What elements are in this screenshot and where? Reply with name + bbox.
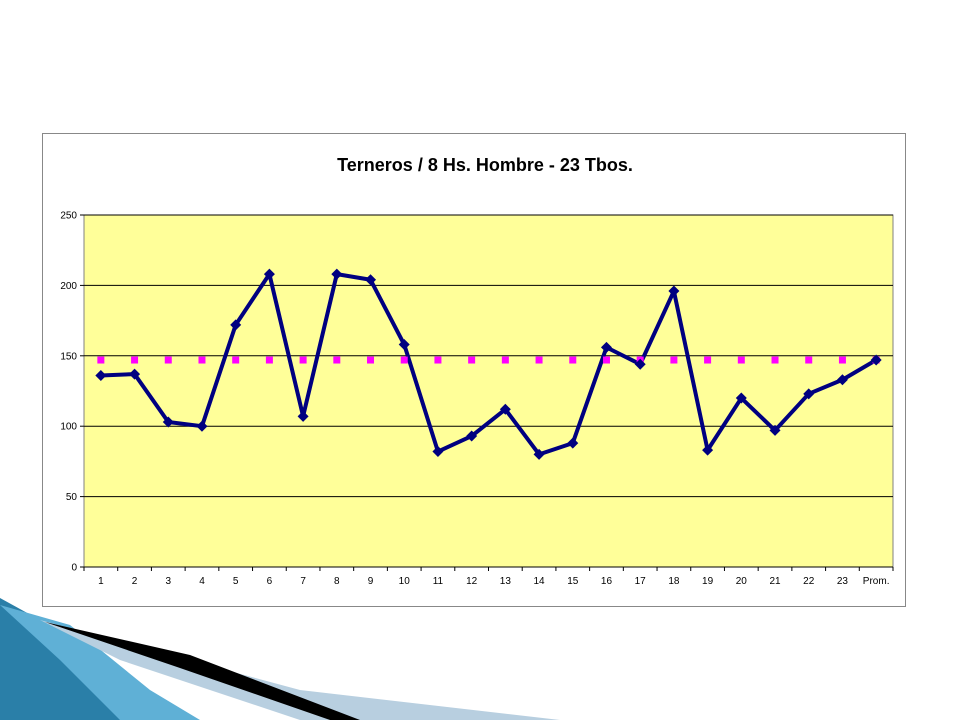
series-2-point	[333, 356, 341, 364]
series-2-point	[737, 356, 745, 364]
y-tick-label: 50	[66, 492, 78, 503]
line-chart: Terneros / 8 Hs. Hombre - 23 Tbos. 0 50 10…	[60, 155, 894, 587]
series-2-point	[805, 356, 813, 364]
x-tick-label: 22	[803, 576, 815, 587]
series-1-point	[600, 341, 612, 353]
series-1-point	[398, 339, 410, 351]
x-tick-label: 13	[500, 576, 512, 587]
series-1-point	[466, 430, 478, 442]
series-2-point	[434, 356, 442, 364]
series-2-point	[131, 356, 139, 364]
series-2-point	[670, 356, 678, 364]
series-1-point	[803, 388, 815, 400]
x-tick-label: 15	[567, 576, 579, 587]
series-2-point	[569, 356, 577, 364]
chart-frame: Terneros / 8 Hs. Hombre - 23 Tbos. 0 50 10…	[42, 133, 906, 607]
x-tick-label: 1	[98, 576, 104, 587]
series-2-point	[232, 356, 240, 364]
series-1-point	[365, 274, 377, 286]
series-2-point	[400, 356, 408, 364]
series-1-point	[499, 403, 511, 415]
plot-area	[83, 214, 894, 568]
x-tick-label: 17	[635, 576, 647, 587]
series-1-point	[735, 392, 747, 404]
series-2-point	[838, 356, 846, 364]
x-tick-label: 5	[233, 576, 239, 587]
series-1-point	[95, 370, 107, 382]
series-1-point	[769, 424, 781, 436]
series-2-point	[704, 356, 712, 364]
x-tick-label: 23	[837, 576, 849, 587]
x-tick-label: 3	[165, 576, 171, 587]
y-tick-label: 100	[60, 422, 77, 433]
x-tick-label: 16	[601, 576, 613, 587]
series-1-point	[634, 358, 646, 370]
series-1-point	[230, 319, 242, 331]
series-2-point	[198, 356, 206, 364]
y-tick-label: 250	[60, 211, 77, 222]
series-1-point	[162, 416, 174, 428]
x-tick-label: 7	[300, 576, 306, 587]
y-tick-label: 200	[60, 281, 77, 292]
series-1-point	[331, 268, 343, 280]
y-tick-label: 150	[60, 351, 77, 362]
x-tick-label: 12	[466, 576, 478, 587]
series-1-point	[567, 437, 579, 449]
series-1-point	[196, 420, 208, 432]
x-tick-label: 10	[399, 576, 411, 587]
series-1-line	[100, 272, 878, 457]
series-1-point	[129, 368, 141, 380]
series-2-point	[535, 356, 543, 364]
x-tick-label: 14	[534, 576, 546, 587]
x-tick-label: 11	[433, 576, 444, 587]
series-2-point	[771, 356, 779, 364]
x-tick-label: 4	[199, 576, 205, 587]
series-2-point	[602, 356, 610, 364]
decoration-black-sweep	[45, 622, 360, 720]
series-1-point	[870, 354, 882, 366]
chart-title: Terneros / 8 Hs. Hombre - 23 Tbos.	[337, 155, 633, 175]
series-2-point	[468, 356, 476, 364]
series-2-point	[299, 356, 307, 364]
series-1-point	[432, 446, 444, 458]
series-1-point	[263, 268, 275, 280]
x-tick-label: 18	[668, 576, 680, 587]
x-tick-label: 21	[769, 576, 781, 587]
series-2-point	[367, 356, 375, 364]
x-tick-label: Prom.	[863, 576, 890, 587]
series-2-point	[97, 356, 105, 364]
series-1-point	[297, 410, 309, 422]
x-tick-label: 2	[132, 576, 138, 587]
y-tick-label: 0	[71, 563, 77, 574]
x-tick-label: 19	[702, 576, 714, 587]
x-tick-label: 20	[736, 576, 748, 587]
x-tick-label: 8	[334, 576, 340, 587]
series-1-point	[836, 374, 848, 386]
series-2-point	[164, 356, 172, 364]
series-2-point	[265, 356, 273, 364]
series-1-point	[533, 448, 545, 460]
series-1-point	[702, 444, 714, 456]
decoration-light-blue-wave	[0, 605, 200, 720]
x-tick-label: 6	[267, 576, 273, 587]
x-tick-label: 9	[368, 576, 374, 587]
series-1-point	[668, 285, 680, 297]
series-2-point	[501, 356, 509, 364]
